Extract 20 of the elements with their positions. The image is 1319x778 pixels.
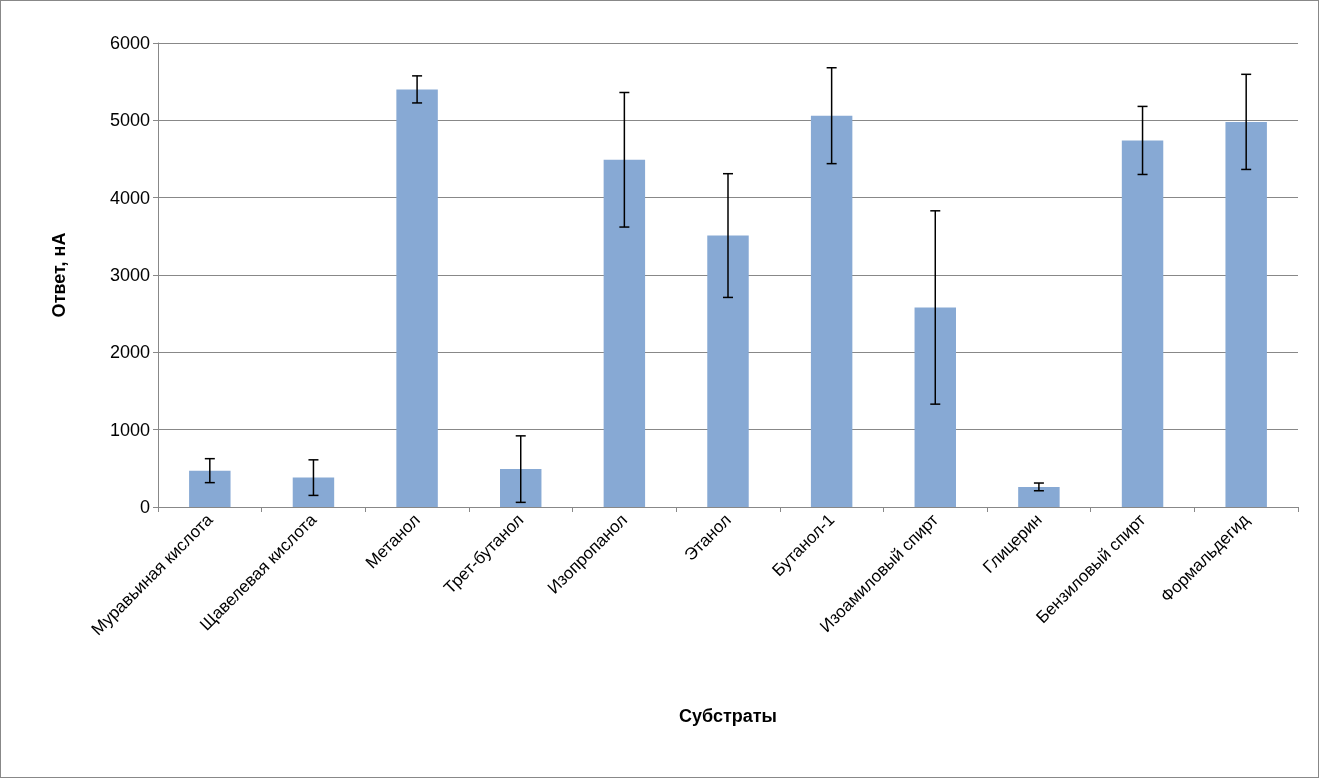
bar — [1018, 486, 1060, 507]
bar — [500, 469, 542, 507]
y-tick-label: 0 — [139, 497, 150, 517]
bar — [1121, 140, 1164, 507]
x-axis-title: Субстраты — [679, 706, 777, 726]
bar — [914, 307, 956, 507]
bar — [396, 89, 438, 507]
y-axis-title: Ответ, нА — [49, 232, 69, 318]
y-tick-label: 4000 — [109, 187, 150, 208]
bar — [603, 159, 646, 507]
y-tick-label: 6000 — [109, 33, 150, 53]
bar — [292, 477, 335, 507]
bar — [1225, 121, 1267, 507]
bar — [810, 115, 853, 507]
bar — [707, 235, 749, 507]
y-tick-label: 3000 — [109, 265, 150, 285]
y-tick-label: 1000 — [109, 419, 150, 440]
y-tick-label: 5000 — [109, 110, 150, 131]
y-tick-label: 2000 — [109, 342, 150, 363]
bar — [189, 470, 231, 507]
